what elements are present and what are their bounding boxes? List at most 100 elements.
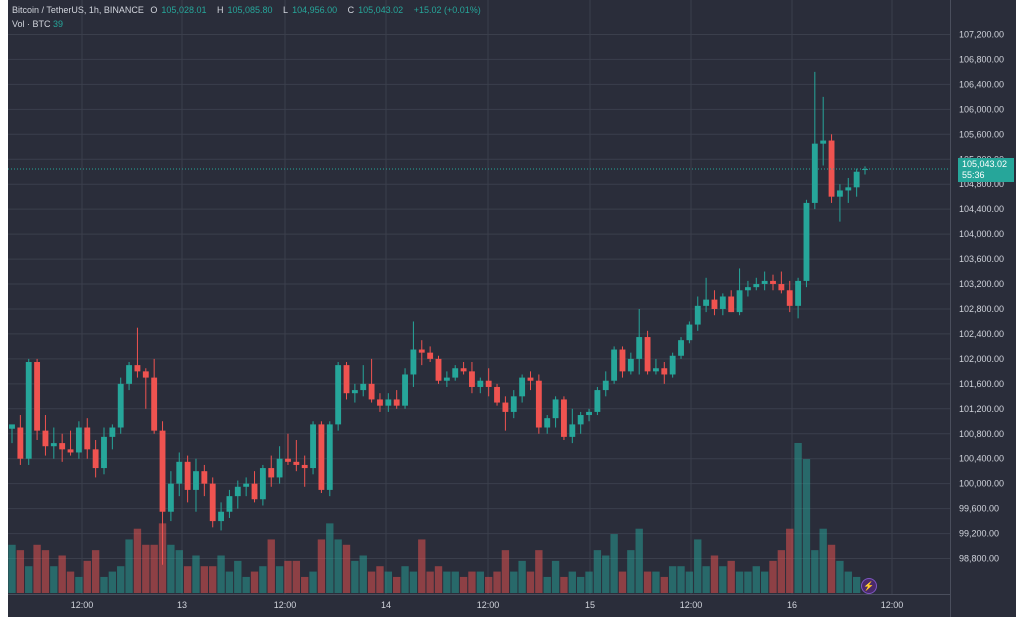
candle-body [276, 458, 283, 478]
volume-legend[interactable]: Vol · BTC 39 [12, 19, 63, 29]
high-value: 105,085.80 [227, 5, 273, 15]
volume-bar [610, 534, 618, 593]
volume-bar [91, 550, 100, 593]
candle-body [862, 169, 868, 171]
volume-bar [702, 566, 710, 593]
volume-bar [493, 571, 501, 593]
candle-body [761, 280, 768, 285]
volume-bar [819, 528, 827, 593]
y-tick-label: 106,400.00 [959, 79, 1004, 89]
y-tick-label: 106,800.00 [959, 54, 1004, 64]
volume-bar [769, 560, 777, 593]
candle-body [845, 187, 852, 191]
volume-bar [694, 539, 702, 593]
candle-body [234, 486, 241, 497]
candle-body [418, 349, 425, 353]
low-value: 104,956.00 [292, 5, 338, 15]
volume-bar [317, 539, 326, 593]
x-tick-label: 12:00 [477, 600, 500, 610]
candle-body [460, 368, 467, 372]
volume-bar [342, 544, 351, 593]
candle-body [176, 461, 183, 484]
volume-bar [309, 571, 317, 593]
y-tick-label: 104,400.00 [959, 204, 1004, 214]
candle-body [184, 461, 191, 490]
volume-bar [250, 571, 259, 593]
y-tick-label: 102,400.00 [959, 329, 1004, 339]
volume-bar [560, 576, 568, 593]
volume-bar [836, 560, 844, 593]
volume-bar [501, 550, 510, 593]
y-tick-label: 101,200.00 [959, 404, 1004, 414]
volume-bar [618, 571, 627, 593]
volume-bar [418, 539, 426, 593]
y-tick-label: 103,600.00 [959, 254, 1004, 264]
candle-body [661, 368, 668, 375]
candle-body [703, 299, 710, 306]
open-value: 105,028.01 [161, 5, 207, 15]
volume-bar [108, 571, 117, 593]
volume-bar [142, 544, 150, 593]
volume-bar [660, 576, 668, 593]
candle-body [126, 365, 133, 384]
candle-body [811, 143, 818, 203]
candle-body [393, 399, 400, 406]
y-tick-label: 106,000.00 [959, 104, 1004, 114]
candle-body [535, 380, 542, 428]
candle-body [377, 399, 383, 406]
candle-body [443, 377, 450, 381]
symbol-label[interactable]: Bitcoin / TetherUS, 1h, BINANCE [12, 5, 144, 15]
candle-body [744, 287, 751, 291]
candle-body [50, 443, 57, 447]
high-label: H [216, 5, 224, 15]
candle-body [209, 483, 216, 522]
candle-body [318, 424, 325, 490]
volume-bar [242, 576, 250, 593]
candlestick-chart[interactable]: 107,200.00 106,800.00 106,400.00 106,000.00… [8, 0, 1016, 617]
volume-bar [827, 544, 836, 593]
volume-bar [376, 566, 384, 593]
volume-bar [409, 571, 418, 593]
volume-bar [459, 576, 468, 593]
volume-bar [125, 539, 133, 593]
low-label: L [283, 5, 289, 15]
volume-bar [175, 550, 183, 593]
volume-bar [760, 571, 769, 593]
candle-body [251, 483, 258, 500]
candle-body [59, 443, 66, 450]
candle-body [803, 202, 810, 281]
volume-bar [443, 571, 451, 593]
candle-body [335, 365, 342, 425]
candle-body [368, 383, 375, 400]
volume-bar [41, 550, 50, 593]
candle-body [285, 458, 291, 462]
chart-panel[interactable]: 107,200.00 106,800.00 106,400.00 106,000.00… [8, 0, 1016, 617]
volume-bar [200, 566, 209, 593]
candle-body [719, 296, 726, 309]
volume-bar [359, 555, 367, 593]
lightning-icon[interactable]: ⚡ [861, 578, 877, 594]
volume-bar [25, 566, 33, 593]
candle-body [343, 365, 350, 394]
close-value: 105,043.02 [358, 5, 404, 15]
candle-body [753, 284, 760, 288]
chart-legend: Bitcoin / TetherUS, 1h, BINANCE O 105,028… [12, 5, 485, 15]
volume-bar [384, 571, 393, 593]
candle-body [494, 386, 500, 403]
candle-body [310, 424, 316, 469]
candle-body [402, 374, 408, 406]
volume-bar [802, 459, 811, 593]
y-tick-label: 102,000.00 [959, 354, 1004, 364]
volume-bar [593, 550, 602, 593]
volume-bar [627, 550, 635, 593]
volume-bar [393, 576, 401, 593]
candle-body [644, 337, 651, 372]
volume-bar [543, 576, 551, 593]
volume-bar [844, 571, 852, 593]
volume-bar [635, 528, 643, 593]
candle-body [435, 358, 442, 381]
volume-bar [267, 539, 275, 593]
volume-bar [585, 571, 593, 593]
candle-body [193, 471, 199, 490]
candle-body [510, 396, 517, 412]
